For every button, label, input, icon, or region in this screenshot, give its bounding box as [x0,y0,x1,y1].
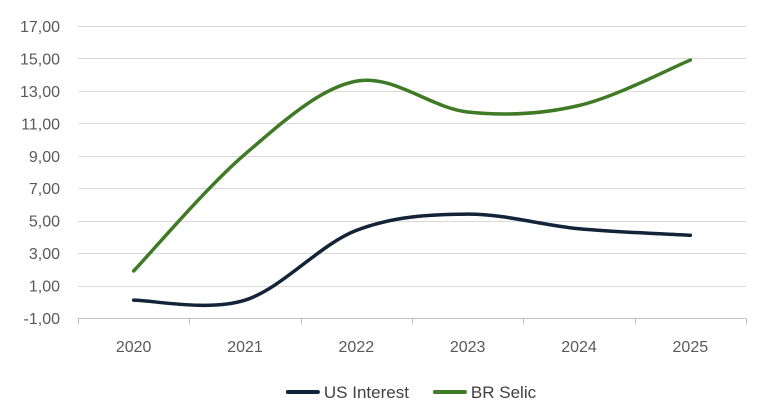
y-tick-label: 17,00 [20,19,60,36]
y-tick-label: 13,00 [20,84,60,101]
y-tick-label: 15,00 [20,51,60,68]
x-tick-label: 2022 [339,339,375,356]
y-tick-label: 9,00 [29,149,60,166]
series-lines [131,58,693,308]
series-line-us-interest [131,212,693,308]
legend: US Interest BR Selic [285,383,537,402]
series-line-br-selic [131,58,693,273]
x-tick-label: 2024 [561,339,597,356]
x-tick-label: 2025 [673,339,709,356]
x-axis [78,318,747,325]
x-axis-tick-labels: 2020 2021 2022 2023 2024 2025 [116,339,708,356]
y-tick-label: 5,00 [29,214,60,231]
legend-label: US Interest [324,383,409,402]
x-tick-label: 2021 [227,339,263,356]
x-tick-label: 2020 [116,339,152,356]
legend-item: US Interest [285,383,409,402]
y-tick-label: 3,00 [29,246,60,263]
gridlines [78,26,746,287]
y-tick-label: 7,00 [29,181,60,198]
legend-item: BR Selic [432,383,537,402]
y-tick-label: 11,00 [21,116,60,133]
y-tick-label: 1,00 [29,279,60,296]
y-axis-tick-labels: 17,00 15,00 13,00 11,00 9,00 7,00 5,00 3,00 1,00… [20,19,60,328]
legend-label: BR Selic [471,383,537,402]
x-tick-label: 2023 [450,339,486,356]
y-tick-label: -1,00 [24,311,61,328]
